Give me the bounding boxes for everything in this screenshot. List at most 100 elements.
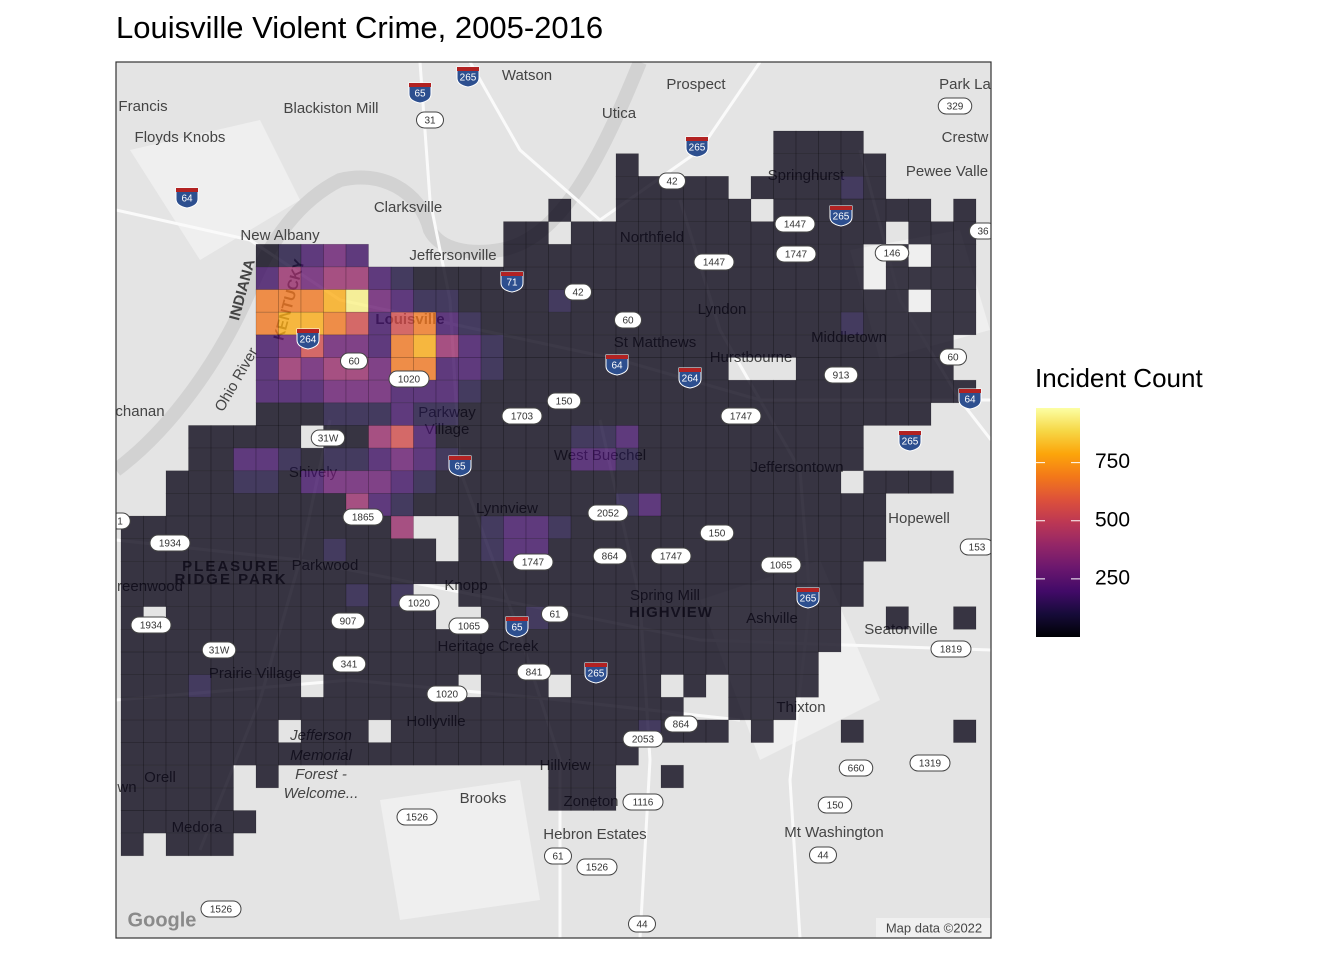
heat-cell — [278, 243, 302, 268]
heat-cell — [300, 266, 324, 290]
heat-cell — [300, 583, 324, 607]
heat-cell — [413, 311, 437, 336]
heat-cell — [660, 221, 684, 245]
heat-cell — [210, 810, 234, 834]
heat-cell — [615, 606, 639, 630]
heat-cell — [885, 311, 909, 336]
heat-cell — [615, 243, 639, 268]
heat-cell — [525, 628, 549, 653]
heat-cell — [705, 379, 729, 404]
attribution-bg — [876, 918, 991, 938]
heat-cell — [570, 764, 594, 789]
heat-cell — [953, 606, 977, 630]
heat-cell — [615, 198, 639, 222]
heat-cell — [548, 470, 572, 494]
place-label: Forest - — [295, 766, 347, 783]
heat-cell — [750, 493, 774, 517]
heat-cell — [255, 266, 279, 290]
heat-cell — [818, 289, 842, 313]
heat-cell — [300, 561, 324, 585]
shield-number: 265 — [588, 669, 605, 680]
heat-cell — [773, 628, 797, 653]
heat-cell — [638, 493, 662, 517]
interstate-band — [830, 206, 852, 210]
place-label: Mt Washington — [784, 824, 884, 841]
heat-cell — [233, 742, 257, 766]
heat-cell — [750, 379, 774, 404]
heat-cell — [390, 719, 414, 743]
heat-cell — [728, 470, 752, 494]
heat-cell — [413, 425, 437, 449]
colorbar-label: 250 — [1095, 566, 1130, 589]
heat-cell — [638, 651, 662, 675]
heat-cell — [458, 402, 482, 426]
shield-number: 1934 — [159, 539, 182, 550]
heat-cell — [435, 289, 459, 313]
heat-cell — [120, 832, 144, 857]
heat-cell — [638, 198, 662, 222]
heat-cell — [818, 176, 842, 200]
heat-cell — [593, 696, 617, 721]
heat-cell — [638, 674, 662, 698]
heat-cell — [165, 810, 189, 834]
colorbar-label: 500 — [1095, 508, 1130, 531]
heat-cell — [233, 538, 257, 562]
heat-cell — [705, 311, 729, 336]
road-shield — [149, 534, 191, 552]
heat-cell — [323, 402, 347, 426]
heat-cell — [795, 515, 819, 539]
road-shield — [775, 245, 817, 263]
heat-cell — [885, 402, 909, 426]
heat-cell — [908, 311, 932, 336]
heat-cell — [480, 266, 504, 290]
heat-cell — [255, 470, 279, 494]
heat-cell — [795, 447, 819, 472]
heat-cell — [840, 719, 864, 743]
shield-number: 60 — [622, 316, 634, 327]
heat-cell — [143, 651, 167, 675]
road-shield — [614, 311, 642, 329]
interstate-band — [585, 663, 607, 667]
heat-cell — [165, 696, 189, 721]
heat-cell — [300, 402, 324, 426]
heat-cell — [120, 787, 144, 811]
heat-cell — [570, 470, 594, 494]
road-shield — [817, 796, 853, 814]
heat-cell — [570, 334, 594, 358]
heat-cell — [548, 493, 572, 517]
heat-cell — [750, 583, 774, 607]
heat-cell — [278, 538, 302, 562]
heat-cell — [818, 266, 842, 290]
heat-cell — [323, 515, 347, 539]
heat-cell — [255, 764, 279, 789]
heat-cell — [683, 583, 707, 607]
shield-number: 44 — [636, 920, 648, 931]
heat-cell — [210, 696, 234, 721]
heat-cell — [818, 515, 842, 539]
road-shield — [116, 512, 131, 530]
heat-cell — [683, 561, 707, 585]
heat-cell — [210, 787, 234, 811]
heat-cell — [345, 696, 369, 721]
heat-cell — [953, 719, 977, 743]
road-shield — [516, 663, 552, 681]
heat-cell — [233, 606, 257, 630]
heat-cell — [593, 221, 617, 245]
heat-cell — [750, 425, 774, 449]
heat-cell — [660, 561, 684, 585]
shield-number: 1 — [117, 517, 123, 528]
heat-cell — [750, 266, 774, 290]
heat-cell — [548, 198, 572, 222]
heat-cell — [210, 764, 234, 789]
heat-cell — [750, 311, 774, 336]
heat-cell — [480, 674, 504, 698]
heat-cell — [255, 379, 279, 404]
heat-cell — [503, 357, 527, 381]
heat-cell — [593, 628, 617, 653]
heat-cell — [368, 402, 392, 426]
heat-cell — [705, 447, 729, 472]
heat-cell — [233, 674, 257, 698]
shield-number: 264 — [682, 374, 699, 385]
heat-cell — [548, 628, 572, 653]
heat-cell — [525, 379, 549, 404]
